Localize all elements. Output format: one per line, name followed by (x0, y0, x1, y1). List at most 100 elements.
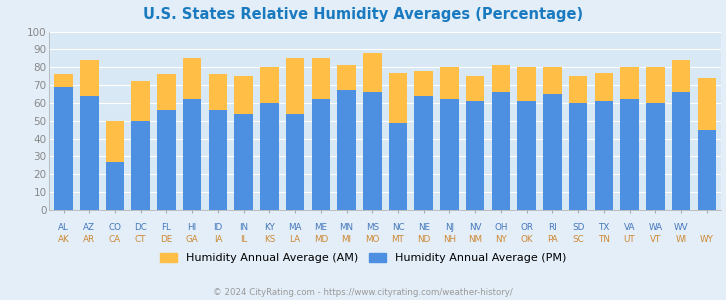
Bar (80, 60, 99, 210)
Text: VA: VA (624, 223, 635, 232)
Bar (106, 162, 124, 210)
Bar (646, 67, 664, 210)
Text: CO: CO (108, 223, 121, 232)
Bar (286, 114, 304, 210)
Text: CA: CA (109, 235, 121, 244)
Bar (338, 90, 356, 210)
Bar (311, 99, 330, 210)
Bar (698, 78, 716, 210)
Bar (157, 74, 176, 210)
Bar (311, 58, 330, 210)
Text: DE: DE (160, 235, 173, 244)
Text: NC: NC (392, 223, 404, 232)
Text: AK: AK (57, 235, 70, 244)
Text: © 2024 CityRating.com - https://www.cityrating.com/weather-history/: © 2024 CityRating.com - https://www.city… (213, 288, 513, 297)
Text: MO: MO (365, 235, 380, 244)
Bar (54, 87, 73, 210)
Bar (415, 71, 433, 210)
Bar (620, 99, 639, 210)
Text: NV: NV (469, 223, 481, 232)
Bar (518, 67, 536, 210)
Bar (492, 92, 510, 210)
Bar (183, 99, 201, 210)
Bar (388, 122, 407, 210)
Bar (106, 121, 124, 210)
Bar (440, 67, 459, 210)
Text: WA: WA (648, 223, 662, 232)
Bar (646, 103, 664, 210)
Bar (466, 101, 484, 210)
Bar (698, 130, 716, 210)
Text: MD: MD (314, 235, 328, 244)
Bar (260, 103, 279, 210)
Bar (363, 53, 382, 210)
Bar (260, 67, 279, 210)
Text: SD: SD (572, 223, 584, 232)
Bar (440, 99, 459, 210)
Bar (569, 103, 587, 210)
Text: WY: WY (700, 235, 714, 244)
Text: NJ: NJ (445, 223, 454, 232)
Text: UT: UT (624, 235, 635, 244)
Bar (286, 58, 304, 210)
Bar (363, 92, 382, 210)
Bar (569, 76, 587, 210)
Bar (234, 76, 253, 210)
Bar (543, 67, 562, 210)
Text: NE: NE (417, 223, 430, 232)
Text: GA: GA (186, 235, 198, 244)
Text: OH: OH (494, 223, 507, 232)
Bar (388, 73, 407, 210)
Text: CT: CT (135, 235, 147, 244)
Bar (518, 101, 536, 210)
Text: OK: OK (521, 235, 533, 244)
Text: ID: ID (213, 223, 223, 232)
Legend: Humidity Annual Average (AM), Humidity Annual Average (PM): Humidity Annual Average (AM), Humidity A… (155, 248, 571, 267)
Text: MT: MT (391, 235, 404, 244)
Text: U.S. States Relative Humidity Averages (Percentage): U.S. States Relative Humidity Averages (… (143, 8, 583, 22)
Text: IA: IA (213, 235, 222, 244)
Text: WI: WI (675, 235, 687, 244)
Bar (338, 65, 356, 210)
Text: PA: PA (547, 235, 558, 244)
Text: MI: MI (341, 235, 351, 244)
Bar (131, 121, 150, 210)
Bar (183, 58, 201, 210)
Bar (415, 96, 433, 210)
Text: AL: AL (58, 223, 69, 232)
Bar (131, 82, 150, 210)
Text: AR: AR (83, 235, 95, 244)
Text: AZ: AZ (83, 223, 95, 232)
Text: IL: IL (240, 235, 248, 244)
Text: VT: VT (650, 235, 661, 244)
Text: MA: MA (288, 223, 302, 232)
Bar (672, 92, 690, 210)
Text: SC: SC (572, 235, 584, 244)
Bar (157, 110, 176, 210)
Text: ND: ND (417, 235, 431, 244)
Bar (672, 60, 690, 210)
Bar (80, 96, 99, 210)
Text: HI: HI (187, 223, 197, 232)
Text: LA: LA (290, 235, 301, 244)
Text: TN: TN (598, 235, 610, 244)
Text: OR: OR (520, 223, 533, 232)
Text: RI: RI (548, 223, 557, 232)
Bar (54, 74, 73, 210)
Text: DC: DC (134, 223, 147, 232)
Bar (466, 76, 484, 210)
Text: FL: FL (161, 223, 171, 232)
Text: MS: MS (366, 223, 379, 232)
Text: NY: NY (495, 235, 507, 244)
Bar (543, 94, 562, 210)
Text: WV: WV (674, 223, 688, 232)
Text: NH: NH (443, 235, 456, 244)
Text: TX: TX (598, 223, 610, 232)
Bar (208, 74, 227, 210)
Bar (234, 114, 253, 210)
Bar (595, 101, 613, 210)
Text: IN: IN (239, 223, 248, 232)
Text: KY: KY (264, 223, 275, 232)
Bar (620, 67, 639, 210)
Bar (492, 65, 510, 210)
